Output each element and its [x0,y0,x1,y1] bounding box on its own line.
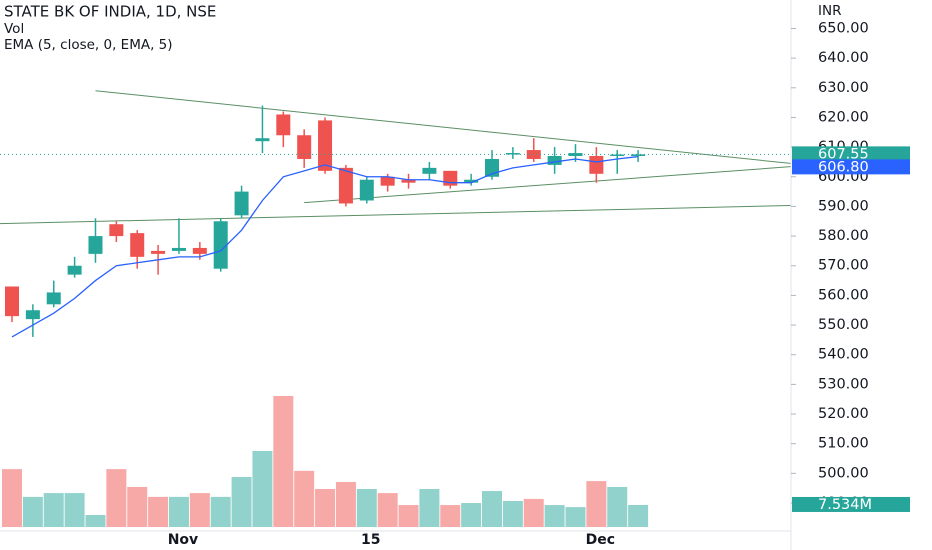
candle-body [109,224,124,237]
volume-bar [607,486,628,527]
volume-bar [628,504,649,527]
volume-bar [148,496,169,527]
volume-bar [231,476,252,527]
volume-bar [22,496,43,527]
volume-bar [544,505,565,527]
candle-body [464,179,479,183]
candle-body [192,247,207,254]
trendline [0,205,791,225]
candle-body [213,221,228,269]
x-tick-label: Dec [586,532,615,548]
candle-body [151,250,166,254]
candle-body [318,120,333,171]
chart-title: STATE BK OF INDIA, 1D, NSE [4,3,216,21]
candle-body [443,170,458,186]
volume-bar [64,493,85,527]
x-tick-label: Nov [168,532,198,548]
price-tag [792,146,910,162]
trendline [304,166,791,204]
y-tick-label: 510.00 [818,436,869,452]
y-tick-label: 540.00 [818,347,869,363]
candle-body [338,167,353,204]
candle-body [589,156,604,174]
candle-body [568,153,583,157]
volume-bar [356,488,377,527]
y-tick-label: 650.00 [818,20,869,36]
candle-body [5,286,19,317]
volume-bar [586,481,607,527]
volume-legend: Vol [4,21,24,37]
candle-body [46,292,61,305]
volume-bar [43,493,64,527]
candle-body [422,167,437,174]
y-tick-label: 590.00 [818,198,869,214]
candle-body [25,310,40,320]
y-tick-label: 630.00 [818,80,869,96]
candle-body [359,179,374,201]
y-tick-label: 520.00 [818,406,869,422]
volume-bar [168,496,189,527]
volume-bar [210,496,231,527]
volume-bar [461,503,482,527]
volume-bar [85,515,106,527]
candle-body [610,154,625,157]
candle-body [276,114,291,136]
trendline [95,90,791,164]
y-tick-label: 570.00 [818,258,869,274]
x-tick-label: 15 [361,532,380,548]
volume-bar [502,500,523,527]
currency-label: INR [818,3,841,19]
candle-body [547,156,562,165]
volume-bar [565,507,586,527]
volume-bar [252,450,273,527]
volume-bar [2,469,22,527]
volume-bar [294,470,315,527]
y-tick-label: 620.00 [818,109,869,125]
candle-body [67,265,82,275]
ema-line [11,155,639,338]
y-tick-label: 530.00 [818,376,869,392]
volume-tag-label: 7.534M [818,497,872,513]
y-tick-label: 550.00 [818,317,869,333]
y-tick-label: 640.00 [818,50,869,66]
candle-body [505,153,520,155]
volume-bar [273,396,294,527]
volume-bar [482,491,503,527]
y-tick-label: 500.00 [818,465,869,481]
volume-bar [189,493,210,527]
candle-body [401,179,416,183]
volume-bar [419,488,440,527]
volume-bar [440,505,461,527]
volume-bar [523,498,544,527]
price-tag-label: 607.55 [818,146,869,162]
candle-body [130,233,145,257]
volume-bar [315,488,336,527]
candle-body [234,191,249,216]
volume-bar [377,493,398,527]
candle-body [88,236,103,254]
candle-body [631,154,646,157]
volume-bar [106,469,127,527]
candle-body [380,176,395,186]
candle-body [297,135,312,159]
ema-tag [792,159,910,175]
ema-legend: EMA (5, close, 0, EMA, 5) [4,37,173,53]
y-tick-label: 560.00 [818,287,869,303]
ema-tag-label: 606.80 [818,159,869,175]
volume-bar [127,486,148,527]
volume-bar [398,505,419,527]
volume-bar [335,481,356,527]
candle-body [171,247,186,251]
volume-tag [792,496,910,512]
y-tick-label: 580.00 [818,228,869,244]
candle-body [255,138,270,142]
candle-body [526,150,541,159]
